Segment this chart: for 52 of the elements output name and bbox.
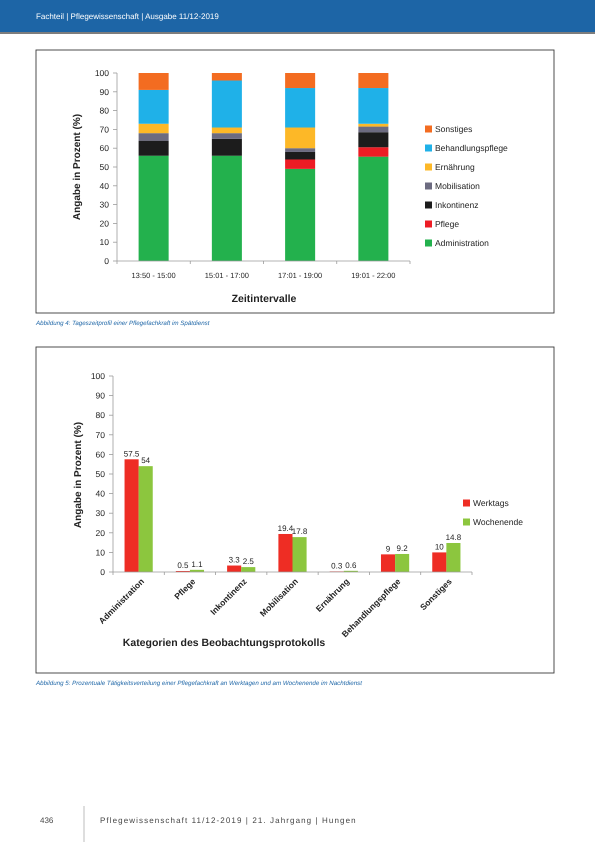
legend-label: Wochenende — [473, 517, 524, 527]
y-tick-label: 80 — [100, 106, 110, 116]
data-label: 0.3 — [331, 561, 343, 570]
y-tick-label: 60 — [96, 449, 106, 460]
legend-label: Werktags — [473, 498, 509, 508]
y-tick-label: 20 — [96, 528, 106, 538]
y-tick-label: 80 — [96, 410, 106, 420]
y-tick-label: 60 — [100, 143, 110, 154]
text: Fachteil | Pflegewissenschaft | Ausgabe 11/12-2019 — [36, 12, 220, 21]
data-label: 10 — [434, 542, 444, 552]
legend-label: Mobilisation — [435, 181, 480, 191]
data-label: 0.6 — [345, 560, 357, 570]
y-axis-title: Angabe in Prozent (%) — [72, 114, 83, 220]
legend-label: Pflege — [435, 219, 460, 229]
y-tick-label: 70 — [100, 124, 110, 134]
y-tick-label: 50 — [100, 162, 110, 172]
data-label: 9 — [386, 544, 391, 554]
y-tick-label: 0 — [104, 256, 110, 266]
data-label: 2.5 — [242, 557, 254, 566]
data-label: 17.8 — [292, 527, 308, 536]
data-label: 19.4 — [278, 524, 294, 533]
legend-label: Behandlungspflege — [435, 143, 508, 153]
y-tick-label: 0 — [100, 567, 106, 577]
data-label: 3.3 — [228, 556, 240, 565]
legend-label: Administration — [435, 238, 490, 248]
legend-label: Sonstiges — [435, 124, 472, 134]
y-tick-label: 10 — [100, 237, 110, 248]
legend-label: Inkontinenz — [435, 200, 478, 210]
y-tick-label: 10 — [96, 547, 106, 558]
y-tick-label: 40 — [96, 488, 106, 499]
y-tick-label: 90 — [96, 390, 106, 401]
y-tick-label: 40 — [100, 180, 110, 191]
x-axis-title: Kategorien des Beobachtungsprotokolls — [122, 637, 326, 649]
y-axis-title: Angabe in Prozent (%) — [73, 422, 84, 528]
data-label: 1.1 — [191, 560, 204, 569]
y-tick-label: 100 — [90, 371, 106, 381]
y-tick-label: 50 — [96, 469, 106, 479]
data-label: 57.5 — [124, 449, 140, 458]
y-tick-label: 100 — [94, 68, 110, 78]
data-label: 0.5 — [177, 561, 189, 570]
data-label: 9.2 — [396, 544, 408, 553]
y-tick-label: 30 — [100, 200, 110, 210]
y-tick-label: 30 — [96, 508, 106, 518]
data-label: 14.8 — [446, 532, 462, 542]
legend-label: Ernährung — [435, 162, 475, 172]
text: 436 — [40, 816, 54, 825]
y-tick-label: 90 — [100, 86, 110, 97]
x-axis-title: Zeitintervalle — [232, 293, 297, 305]
text: Pflegewissenschaft 11/12-2019 | 21. Jahrgang | Hungen — [100, 816, 357, 825]
y-tick-label: 70 — [96, 430, 106, 440]
data-label: 54 — [141, 456, 151, 466]
y-tick-label: 20 — [100, 218, 110, 228]
